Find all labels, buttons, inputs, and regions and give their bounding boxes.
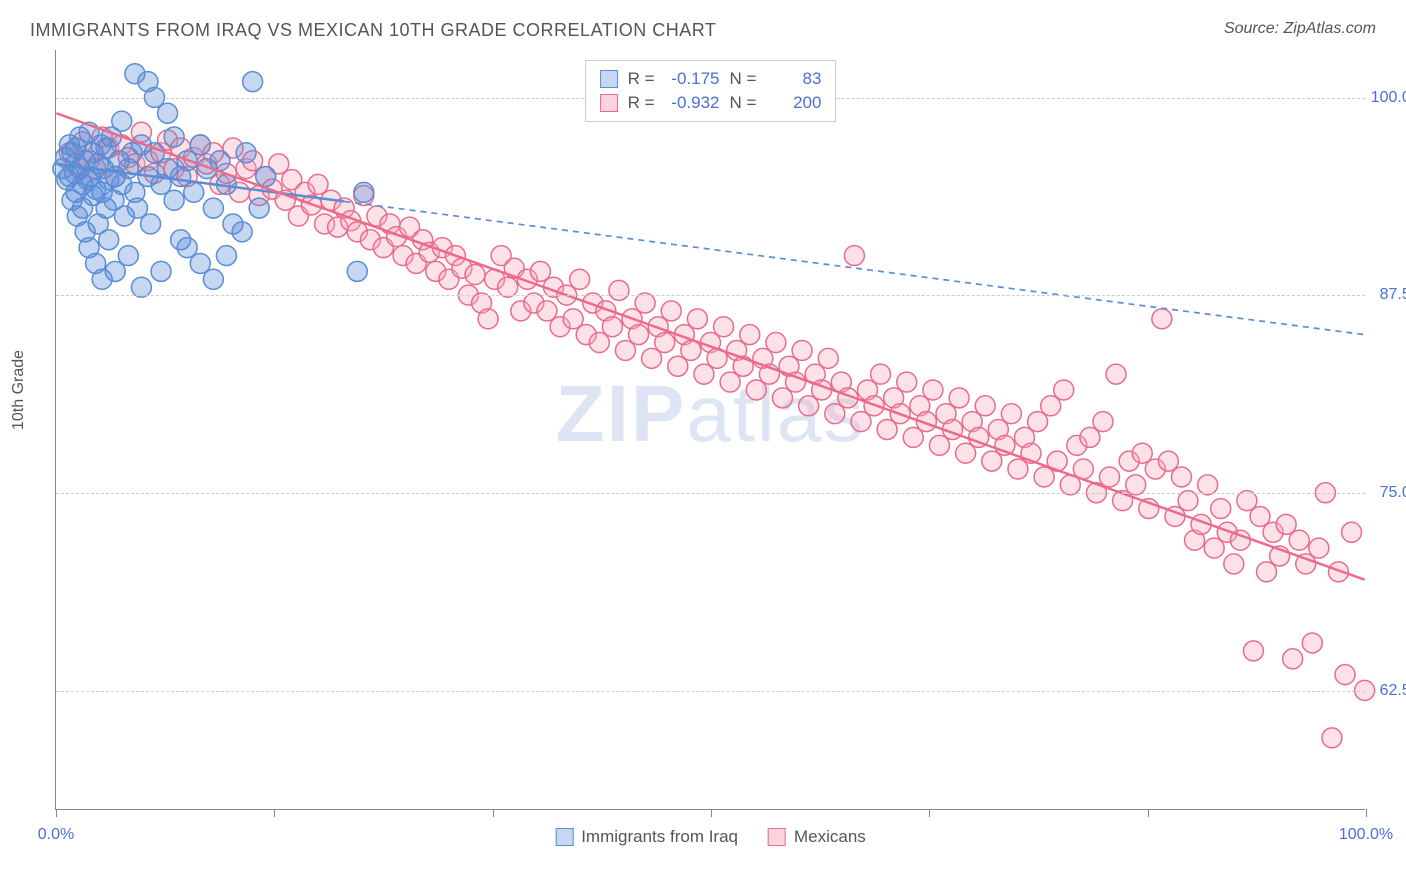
chart-plot-area: ZIPatlas R = -0.175 N = 83 R = -0.932 N … [55, 50, 1365, 810]
data-point [478, 309, 498, 329]
data-point [1309, 538, 1329, 558]
data-point [949, 388, 969, 408]
data-point [714, 317, 734, 337]
gridline [56, 493, 1365, 494]
x-tick [56, 809, 57, 817]
data-point [609, 280, 629, 300]
correlation-legend: R = -0.175 N = 83 R = -0.932 N = 200 [585, 60, 837, 122]
data-point [158, 103, 178, 123]
data-point [232, 222, 252, 242]
swatch-iraq [600, 70, 618, 88]
data-point [818, 348, 838, 368]
data-point [629, 325, 649, 345]
swatch-iraq-icon [555, 828, 573, 846]
gridline [56, 691, 1365, 692]
data-point [1001, 404, 1021, 424]
legend-item-iraq: Immigrants from Iraq [555, 827, 738, 847]
legend-row-mexican: R = -0.932 N = 200 [600, 91, 822, 115]
x-tick-label: 100.0% [1339, 826, 1393, 844]
y-tick-label: 87.5% [1370, 286, 1406, 304]
x-tick [1366, 809, 1367, 817]
data-point [164, 127, 184, 147]
data-point [923, 380, 943, 400]
data-point [1171, 467, 1191, 487]
x-tick [929, 809, 930, 817]
data-point [354, 182, 374, 202]
data-point [661, 301, 681, 321]
data-point [1198, 475, 1218, 495]
x-tick [274, 809, 275, 817]
data-point [203, 198, 223, 218]
data-point [347, 261, 367, 281]
scatter-svg [56, 50, 1365, 809]
x-tick [711, 809, 712, 817]
data-point [871, 364, 891, 384]
data-point [1054, 380, 1074, 400]
trend-line [56, 113, 1364, 579]
chart-title: IMMIGRANTS FROM IRAQ VS MEXICAN 10TH GRA… [30, 20, 716, 41]
data-point [498, 277, 518, 297]
data-point [99, 230, 119, 250]
data-point [141, 214, 161, 234]
data-point [151, 261, 171, 281]
data-point [1243, 641, 1263, 661]
y-axis-label: 10th Grade [10, 350, 28, 430]
data-point [844, 246, 864, 266]
x-tick-label: 0.0% [38, 826, 74, 844]
data-point [236, 143, 256, 163]
data-point [1093, 412, 1113, 432]
x-tick [493, 809, 494, 817]
x-tick [1148, 809, 1149, 817]
data-point [681, 340, 701, 360]
swatch-mexican [600, 94, 618, 112]
y-tick-label: 75.0% [1370, 484, 1406, 502]
data-point [190, 135, 210, 155]
data-point [602, 317, 622, 337]
legend-row-iraq: R = -0.175 N = 83 [600, 67, 822, 91]
data-point [1335, 665, 1355, 685]
data-point [1100, 467, 1120, 487]
data-point [740, 325, 760, 345]
legend-item-mexican: Mexicans [768, 827, 866, 847]
data-point [184, 182, 204, 202]
data-point [249, 198, 269, 218]
data-point [112, 111, 132, 131]
source-label: Source: ZipAtlas.com [1224, 20, 1376, 38]
data-point [792, 340, 812, 360]
data-point [1126, 475, 1146, 495]
data-point [164, 190, 184, 210]
data-point [1289, 530, 1309, 550]
data-point [1211, 499, 1231, 519]
data-point [766, 333, 786, 353]
data-point [1322, 728, 1342, 748]
data-point [1302, 633, 1322, 653]
data-point [256, 167, 276, 187]
data-point [210, 151, 230, 171]
data-point [131, 277, 151, 297]
data-point [655, 333, 675, 353]
data-point [1152, 309, 1172, 329]
swatch-mexican-icon [768, 828, 786, 846]
data-point [975, 396, 995, 416]
data-point [243, 72, 263, 92]
series-legend: Immigrants from Iraq Mexicans [555, 827, 866, 847]
data-point [203, 269, 223, 289]
data-point [1283, 649, 1303, 669]
data-point [216, 246, 236, 266]
data-point [118, 246, 138, 266]
data-point [897, 372, 917, 392]
gridline [56, 295, 1365, 296]
data-point [687, 309, 707, 329]
y-tick-label: 62.5% [1370, 682, 1406, 700]
data-point [1106, 364, 1126, 384]
y-tick-label: 100.0% [1370, 89, 1406, 107]
data-point [1342, 522, 1362, 542]
data-point [465, 265, 485, 285]
data-point [1224, 554, 1244, 574]
data-point [570, 269, 590, 289]
